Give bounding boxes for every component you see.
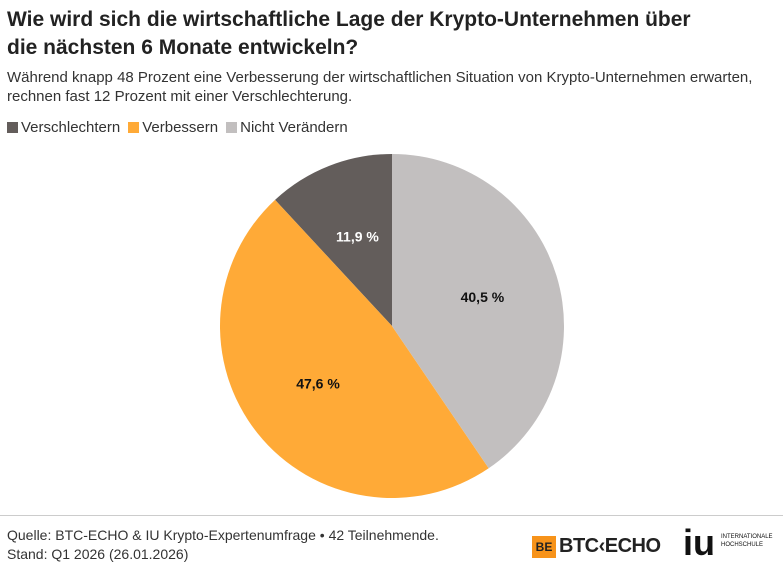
btc-echo-logo: BE BTC‹ECHO [532, 535, 661, 558]
logo-text: BTC‹ECHO [559, 535, 661, 557]
legend-swatch [226, 122, 238, 133]
pie-slice [392, 153, 565, 469]
legend-label: Nicht Verändern [240, 119, 348, 136]
chart-subtitle: Während knapp 48 Prozent eine Verbesseru… [7, 69, 753, 105]
iu-logo-text: INTERNATIONALE HOCHSCHULE [721, 534, 773, 548]
legend-label: Verschlechtern [21, 119, 121, 136]
logo-mark: BE [532, 535, 556, 558]
pie-slice [275, 154, 392, 326]
chart-title: Wie wird sich die wirtschaftliche Lage d… [7, 8, 691, 59]
separator [0, 515, 783, 516]
date-note: Stand: Q1 2026 (26.01.2026) [7, 546, 189, 562]
slice-label: 11,9 % [336, 229, 379, 245]
legend-label: Verbessern [142, 119, 219, 136]
legend-swatch [128, 122, 140, 133]
pie-slice [219, 199, 489, 499]
slice-label: 40,5 % [461, 289, 505, 305]
iu-logo: iu [683, 522, 715, 563]
source-note: Quelle: BTC-ECHO & IU Krypto-Expertenumf… [7, 527, 439, 543]
legend-item: Nicht Verändern [226, 119, 348, 136]
legend: Verschlechtern Verbessern Nicht Verändern [7, 119, 348, 136]
legend-item: Verschlechtern [7, 119, 120, 136]
legend-item: Verbessern [128, 119, 218, 136]
legend-swatch [7, 122, 18, 133]
slice-label: 47,6 % [296, 376, 340, 392]
